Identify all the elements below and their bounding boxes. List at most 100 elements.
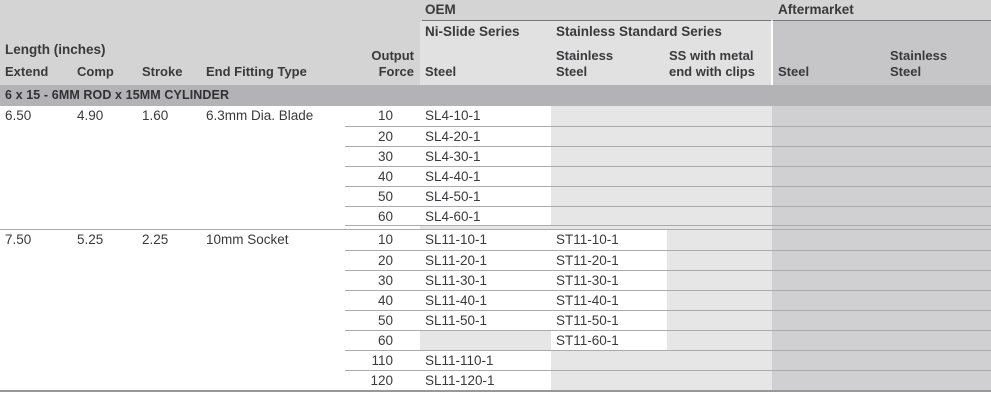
cell-stroke bbox=[135, 166, 200, 186]
table-header-columns: Ni-Slide Series Stainless Standard Serie… bbox=[0, 21, 991, 85]
cell-am-steel bbox=[772, 370, 880, 390]
cell-am-steel bbox=[772, 250, 880, 270]
cell-output-force: 10 bbox=[377, 232, 393, 247]
cell-output-force: 30 bbox=[345, 146, 420, 166]
cell-am-steel bbox=[772, 350, 880, 370]
cell-am-stainless bbox=[880, 106, 991, 126]
table-row: 60 ST11-60-1 bbox=[0, 330, 991, 350]
cell-oem-stainless: ST11-50-1 bbox=[551, 310, 667, 330]
cell-comp bbox=[70, 310, 135, 330]
cell-oem-steel: SL4-30-1 bbox=[420, 146, 551, 166]
cell-am-steel bbox=[772, 106, 880, 126]
table-row: 50 SL4-50-1 bbox=[0, 186, 991, 206]
cell-oem-stainless bbox=[551, 186, 667, 206]
cell-ss-metal bbox=[667, 166, 772, 186]
cell-ss-metal bbox=[667, 270, 772, 290]
cell-oem-steel: SL11-40-1 bbox=[420, 290, 551, 310]
oem-stainless-line2: Steel bbox=[556, 64, 588, 79]
table-row: 110 SL11-110-1 bbox=[0, 350, 991, 370]
cell-comp: 5.25 bbox=[77, 232, 104, 247]
oem-header-rule bbox=[422, 20, 771, 21]
cell-output-force: 110 bbox=[345, 350, 420, 370]
column-header-oem-steel: Steel bbox=[425, 64, 457, 79]
aftermarket-group-label: Aftermarket bbox=[778, 2, 854, 17]
table-header-groups: OEM Aftermarket bbox=[0, 0, 991, 21]
cell-ss-metal bbox=[667, 146, 772, 166]
cell-am-stainless bbox=[880, 290, 991, 310]
table-bottom-rule bbox=[0, 390, 991, 392]
cell-end-fitting bbox=[200, 146, 345, 166]
cell-oem-steel: SL4-60-1 bbox=[420, 206, 551, 226]
oem-stainless-line1: Stainless bbox=[556, 48, 614, 63]
cell-am-steel bbox=[772, 270, 880, 290]
cell-comp bbox=[70, 370, 135, 390]
cell-am-steel bbox=[772, 166, 880, 186]
am-stainless-line2: Steel bbox=[890, 64, 922, 79]
table-row: 20 SL11-20-1 ST11-20-1 bbox=[0, 250, 991, 270]
table-row: 40 SL11-40-1 ST11-40-1 bbox=[0, 290, 991, 310]
cell-output-force: 10 bbox=[377, 108, 393, 123]
cell-stroke bbox=[135, 330, 200, 350]
column-header-ss-with-metal-end: SS with metal end with clips bbox=[669, 48, 755, 80]
cell-am-steel bbox=[772, 230, 880, 250]
table-body: 6.50 4.90 1.60 6.3mm Dia. Blade 10 SL4-10-1 20… bbox=[0, 106, 991, 390]
cell-output-force: 120 bbox=[345, 370, 420, 390]
cell-oem-steel: SL11-20-1 bbox=[420, 250, 551, 270]
cell-output-force: 60 bbox=[345, 330, 420, 350]
cell-oem-steel: SL4-50-1 bbox=[420, 186, 551, 206]
cell-extend bbox=[0, 250, 70, 270]
cell-stroke bbox=[135, 370, 200, 390]
cell-oem-stainless bbox=[551, 126, 667, 146]
cell-am-stainless bbox=[880, 186, 991, 206]
cell-end-fitting bbox=[200, 330, 345, 350]
cell-extend bbox=[0, 370, 70, 390]
cell-end-fitting bbox=[200, 290, 345, 310]
cell-am-steel bbox=[772, 310, 880, 330]
cell-oem-stainless bbox=[551, 146, 667, 166]
cell-end-fitting bbox=[200, 270, 345, 290]
cell-comp bbox=[70, 330, 135, 350]
cell-oem-steel: SL11-30-1 bbox=[420, 270, 551, 290]
cell-am-stainless bbox=[880, 350, 991, 370]
column-header-comp: Comp bbox=[77, 64, 114, 79]
cell-ss-metal bbox=[667, 310, 772, 330]
cell-ss-metal bbox=[667, 186, 772, 206]
cell-am-steel bbox=[772, 146, 880, 166]
cell-comp bbox=[70, 166, 135, 186]
cell-oem-steel: SL4-10-1 bbox=[420, 106, 551, 126]
cell-oem-stainless bbox=[551, 166, 667, 186]
cell-oem-stainless bbox=[551, 350, 667, 370]
cell-extend bbox=[0, 166, 70, 186]
cell-am-stainless bbox=[880, 126, 991, 146]
cell-oem-stainless: ST11-30-1 bbox=[551, 270, 667, 290]
column-header-output-force: Output Force bbox=[345, 48, 414, 80]
cell-oem-stainless: ST11-10-1 bbox=[551, 230, 667, 250]
cell-am-steel bbox=[772, 330, 880, 350]
ss-metal-line1: SS with metal bbox=[669, 48, 754, 63]
cell-comp bbox=[70, 290, 135, 310]
cell-output-force: 60 bbox=[345, 206, 420, 226]
cylinder-group: 7.50 5.25 2.25 10mm Socket 10 SL11-10-1 ST11-1… bbox=[0, 229, 991, 390]
cell-comp bbox=[70, 206, 135, 226]
cell-oem-steel: SL11-110-1 bbox=[420, 350, 551, 370]
cell-oem-stainless bbox=[551, 206, 667, 226]
cell-am-steel bbox=[772, 290, 880, 310]
table-row: 30 SL4-30-1 bbox=[0, 146, 991, 166]
cell-stroke bbox=[135, 250, 200, 270]
cell-am-steel bbox=[772, 186, 880, 206]
cell-oem-steel: SL11-120-1 bbox=[420, 370, 551, 390]
cell-comp: 4.90 bbox=[77, 108, 104, 123]
cell-am-stainless bbox=[880, 370, 991, 390]
cell-ss-metal bbox=[667, 250, 772, 270]
cell-oem-stainless: ST11-20-1 bbox=[551, 250, 667, 270]
cell-am-stainless bbox=[880, 330, 991, 350]
cell-oem-stainless: ST11-40-1 bbox=[551, 290, 667, 310]
stainless-standard-series-label: Stainless Standard Series bbox=[556, 24, 722, 39]
table-row: 50 SL11-50-1 ST11-50-1 bbox=[0, 310, 991, 330]
cell-am-steel bbox=[772, 126, 880, 146]
section-header: 6 x 15 - 6MM ROD x 15MM CYLINDER bbox=[0, 85, 991, 106]
cell-oem-stainless: ST11-60-1 bbox=[551, 330, 667, 350]
cell-stroke bbox=[135, 350, 200, 370]
column-header-stroke: Stroke bbox=[142, 64, 183, 79]
